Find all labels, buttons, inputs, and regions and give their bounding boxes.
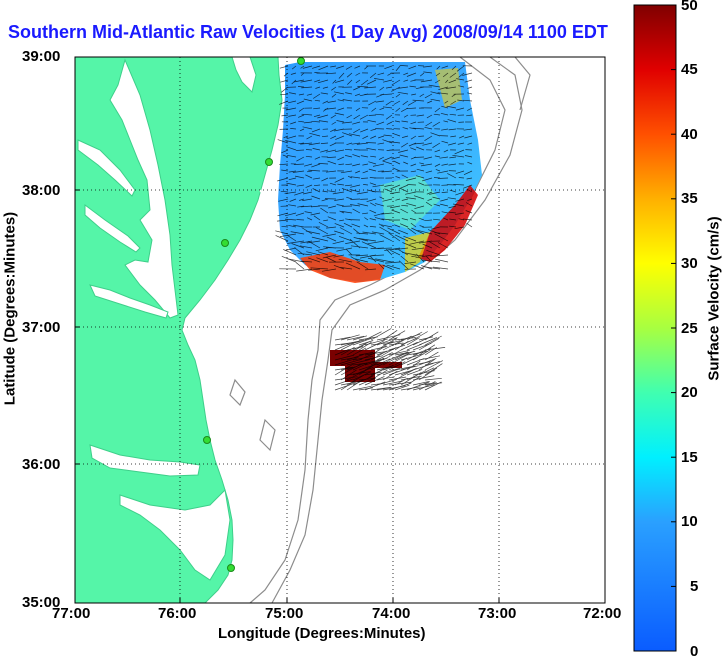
station-marker: [228, 565, 235, 572]
colorbar-tick-label: 10: [681, 513, 698, 530]
x-axis-label: Longitude (Degrees:Minutes): [218, 625, 426, 642]
velocity-vector: [434, 178, 440, 179]
colorbar: [634, 5, 676, 651]
colorbar-tick-label: 20: [681, 384, 698, 401]
x-tick-label: 72:00: [583, 605, 621, 622]
y-tick-label: 39:00: [22, 48, 60, 65]
velocity-vector: [298, 87, 304, 88]
velocity-vector: [438, 178, 448, 179]
velocity-vector: [296, 150, 304, 151]
colorbar-tick-label: 25: [681, 320, 698, 337]
colorbar-tick-label: 15: [681, 449, 698, 466]
x-tick-label: 74:00: [372, 605, 410, 622]
colorbar-tick-label: 5: [690, 578, 698, 595]
colorbar-tick-label: 35: [681, 190, 698, 207]
station-marker: [222, 240, 229, 247]
y-tick-label: 37:00: [22, 319, 60, 336]
colorbar-label: Surface Velocity (cm/s): [706, 209, 723, 389]
velocity-vector: [369, 115, 376, 116]
y-tick-label: 35:00: [22, 594, 60, 611]
y-tick-label: 36:00: [22, 456, 60, 473]
velocity-vector: [296, 220, 304, 221]
colorbar-tick-label: 45: [681, 61, 698, 78]
velocity-vector: [418, 136, 424, 137]
x-tick-label: 73:00: [478, 605, 516, 622]
station-marker: [204, 437, 211, 444]
velocity-vector: [407, 185, 416, 186]
station-marker: [266, 159, 273, 166]
velocity-vector: [361, 178, 368, 179]
velocity-vector: [306, 150, 312, 151]
station-marker: [298, 58, 305, 65]
y-axis-label: Latitude (Degrees:Minutes): [2, 204, 19, 414]
velocity-vector: [459, 178, 464, 179]
colorbar-tick-label: 50: [681, 0, 698, 14]
colorbar-tick-label: 30: [681, 255, 698, 272]
colorbar-tick-label: 0: [690, 643, 698, 660]
x-tick-label: 75:00: [265, 605, 303, 622]
velocity-vector: [414, 157, 424, 158]
y-tick-label: 38:00: [22, 182, 60, 199]
velocity-vector: [366, 143, 376, 144]
colorbar-tick-label: 40: [681, 126, 698, 143]
velocity-vector: [350, 199, 360, 200]
x-tick-label: 76:00: [158, 605, 196, 622]
